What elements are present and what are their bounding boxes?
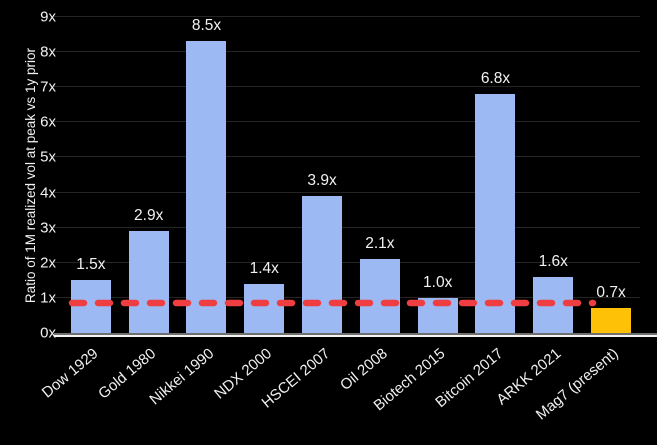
bar-value-label: 2.1x (365, 235, 395, 253)
gridline (54, 226, 640, 228)
bar-slot: 2.9x (120, 17, 178, 333)
y-tick-label: 5x (40, 148, 56, 166)
bar-value-label: 1.0x (423, 273, 453, 291)
y-tick-label: 2x (40, 254, 56, 272)
bar-value-label: 6.8x (480, 70, 511, 88)
bar-value-label: 8.5x (191, 17, 222, 34)
bar-slot: 8.5x (178, 17, 236, 333)
y-tick-label: 8x (40, 43, 56, 61)
bar-slot: 1.4x (235, 17, 293, 333)
bars-container: 1.5x 2.9x 8.5x 1.4x 3.9x 2.1x 1.0x 6.8x 1.6x 0.7x (62, 17, 640, 333)
bar-Gold 1980 (128, 231, 169, 333)
bar-slot: 1.0x (409, 17, 467, 333)
bar-slot: 1.5x (62, 17, 120, 333)
gridline (54, 191, 640, 193)
gridline (54, 296, 640, 298)
bar-Nikkei 1990 (186, 41, 227, 333)
bar-slot: 3.9x (293, 17, 351, 333)
bar-value-label: 0.7x (596, 284, 626, 302)
y-tick-label: 9x (40, 8, 56, 26)
bar-ARKK 2021 (533, 276, 574, 333)
bar-value-label: 2.9x (134, 207, 164, 225)
bar-Dow 1929 (70, 280, 111, 333)
y-tick-label: 3x (40, 219, 56, 237)
bar-slot: 0.7x (582, 17, 640, 333)
bar-value-label: 1.6x (538, 252, 568, 270)
y-tick-label: 0x (40, 324, 56, 342)
gridline (54, 156, 640, 158)
bar-slot: 2.1x (351, 17, 409, 333)
y-tick-label: 4x (40, 184, 56, 202)
gridline (54, 261, 640, 263)
x-axis-labels: Dow 1929 Gold 1980 Nikkei 1990 NDX 2000 HSCE… (39, 345, 640, 445)
bar-Bitcoin 2017 (475, 94, 516, 333)
bar-slot: 6.8x (467, 17, 525, 333)
x-tick-label: Oil 2008 (337, 345, 391, 394)
y-tick-label: 1x (40, 289, 56, 307)
gridline (54, 121, 640, 123)
bar-Biotech 2015 (417, 297, 458, 333)
bar-HSCEI 2007 (302, 196, 343, 333)
x-tick-label: Dow 1929 (39, 345, 102, 402)
gridline (54, 86, 640, 88)
bar-value-label: 1.5x (76, 256, 106, 274)
gridline (54, 16, 640, 17)
bar-slot: 1.6x (524, 17, 582, 333)
bar-value-label: 3.9x (307, 172, 337, 190)
y-axis-title-text: Ratio of 1M realized vol at peak vs 1y p… (23, 47, 39, 303)
y-axis-title: Ratio of 1M realized vol at peak vs 1y p… (20, 17, 42, 333)
gridline (54, 51, 640, 53)
y-tick-label: 6x (40, 113, 56, 131)
plot-area: 1.5x 2.9x 8.5x 1.4x 3.9x 2.1x 1.0x 6.8x 1.6x 0.7x… (39, 9, 657, 423)
y-tick-label: 7x (40, 78, 56, 96)
bar-NDX 2000 (244, 283, 285, 333)
x-tick-label: Nikkei 1990 (146, 345, 218, 409)
bar-value-label: 1.4x (249, 259, 279, 277)
bar-Mag7 (present) (591, 308, 632, 333)
x-axis-line (54, 333, 657, 337)
bar-Oil 2008 (359, 259, 400, 333)
